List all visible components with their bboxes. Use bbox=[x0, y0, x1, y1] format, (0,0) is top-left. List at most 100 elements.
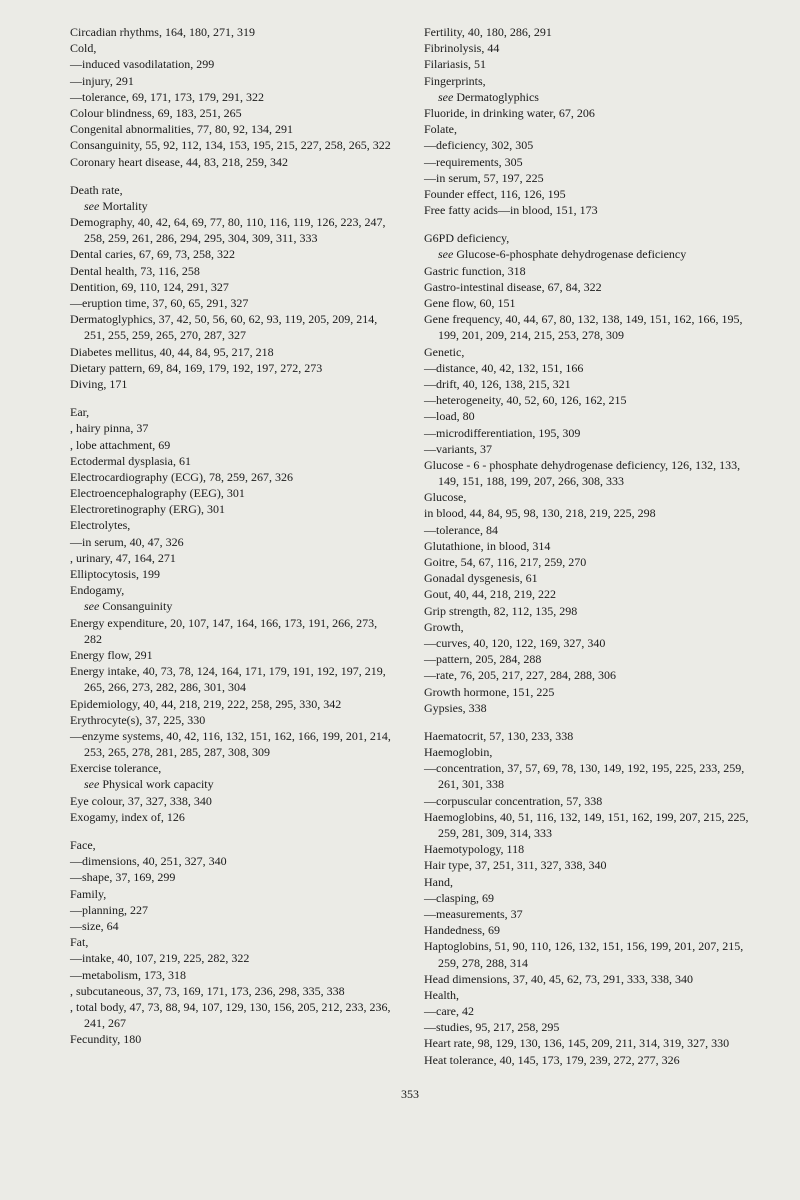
index-entry: Diving, 171 bbox=[70, 376, 396, 392]
index-entry: Death rate, bbox=[70, 182, 396, 198]
index-entry: Energy intake, 40, 73, 78, 124, 164, 171… bbox=[70, 663, 396, 695]
index-entry: —pattern, 205, 284, 288 bbox=[424, 651, 750, 667]
index-entry: Demography, 40, 42, 64, 69, 77, 80, 110,… bbox=[70, 214, 396, 246]
index-entry: Dermatoglyphics, 37, 42, 50, 56, 60, 62,… bbox=[70, 311, 396, 343]
index-entry: —eruption time, 37, 60, 65, 291, 327 bbox=[70, 295, 396, 311]
index-entry: Haemoglobins, 40, 51, 116, 132, 149, 151… bbox=[424, 809, 750, 841]
index-entry: Glutathione, in blood, 314 bbox=[424, 538, 750, 554]
index-entry: Goitre, 54, 67, 116, 217, 259, 270 bbox=[424, 554, 750, 570]
right-column: Fertility, 40, 180, 286, 291Fibrinolysis… bbox=[424, 24, 750, 1068]
index-entry: —measurements, 37 bbox=[424, 906, 750, 922]
index-entry: —clasping, 69 bbox=[424, 890, 750, 906]
index-entry: Family, bbox=[70, 886, 396, 902]
index-entry: —injury, 291 bbox=[70, 73, 396, 89]
index-entry: Gene flow, 60, 151 bbox=[424, 295, 750, 311]
index-entry: Energy flow, 291 bbox=[70, 647, 396, 663]
index-entry: Ear, bbox=[70, 404, 396, 420]
index-entry: Grip strength, 82, 112, 135, 298 bbox=[424, 603, 750, 619]
index-entry: Growth, bbox=[424, 619, 750, 635]
index-entry: see Glucose-6-phosphate dehydrogenase de… bbox=[424, 246, 750, 262]
index-entry: Dental caries, 67, 69, 73, 258, 322 bbox=[70, 246, 396, 262]
index-entry: —in serum, 40, 47, 326 bbox=[70, 534, 396, 550]
index-entry: Fecundity, 180 bbox=[70, 1031, 396, 1047]
index-entry: —microdifferentiation, 195, 309 bbox=[424, 425, 750, 441]
index-entry: Fibrinolysis, 44 bbox=[424, 40, 750, 56]
index-entry: , hairy pinna, 37 bbox=[70, 420, 396, 436]
index-entry: Handedness, 69 bbox=[424, 922, 750, 938]
index-entry: Face, bbox=[70, 837, 396, 853]
index-entry: Consanguinity, 55, 92, 112, 134, 153, 19… bbox=[70, 137, 396, 153]
index-entry: —requirements, 305 bbox=[424, 154, 750, 170]
index-entry: Exogamy, index of, 126 bbox=[70, 809, 396, 825]
index-entry: —induced vasodilatation, 299 bbox=[70, 56, 396, 72]
index-entry: in blood, 44, 84, 95, 98, 130, 218, 219,… bbox=[424, 505, 750, 521]
index-entry: Gastro-intestinal disease, 67, 84, 322 bbox=[424, 279, 750, 295]
index-entry: Electroretinography (ERG), 301 bbox=[70, 501, 396, 517]
index-entry: —size, 64 bbox=[70, 918, 396, 934]
index-entry: —drift, 40, 126, 138, 215, 321 bbox=[424, 376, 750, 392]
index-entry: —deficiency, 302, 305 bbox=[424, 137, 750, 153]
blank-line bbox=[424, 716, 750, 728]
index-entry: Hair type, 37, 251, 311, 327, 338, 340 bbox=[424, 857, 750, 873]
index-entry: Gonadal dysgenesis, 61 bbox=[424, 570, 750, 586]
index-entry: Endogamy, bbox=[70, 582, 396, 598]
index-entry: Health, bbox=[424, 987, 750, 1003]
index-entry: Dental health, 73, 116, 258 bbox=[70, 263, 396, 279]
index-entry: Genetic, bbox=[424, 344, 750, 360]
index-entry: —tolerance, 69, 171, 173, 179, 291, 322 bbox=[70, 89, 396, 105]
index-entry: Free fatty acids—in blood, 151, 173 bbox=[424, 202, 750, 218]
index-entry: —studies, 95, 217, 258, 295 bbox=[424, 1019, 750, 1035]
index-entry: Cold, bbox=[70, 40, 396, 56]
index-entry: Gene frequency, 40, 44, 67, 80, 132, 138… bbox=[424, 311, 750, 343]
index-entry: Exercise tolerance, bbox=[70, 760, 396, 776]
index-entry: Hand, bbox=[424, 874, 750, 890]
index-entry: Eye colour, 37, 327, 338, 340 bbox=[70, 793, 396, 809]
index-entry: Haemoglobin, bbox=[424, 744, 750, 760]
blank-line bbox=[70, 170, 396, 182]
index-entry: Fluoride, in drinking water, 67, 206 bbox=[424, 105, 750, 121]
index-entry: —planning, 227 bbox=[70, 902, 396, 918]
index-entry: —curves, 40, 120, 122, 169, 327, 340 bbox=[424, 635, 750, 651]
index-entry: Heat tolerance, 40, 145, 173, 179, 239, … bbox=[424, 1052, 750, 1068]
page-number: 353 bbox=[70, 1086, 750, 1102]
index-entry: Energy expenditure, 20, 107, 147, 164, 1… bbox=[70, 615, 396, 647]
index-entry: Electrolytes, bbox=[70, 517, 396, 533]
index-entry: G6PD deficiency, bbox=[424, 230, 750, 246]
index-entry: —enzyme systems, 40, 42, 116, 132, 151, … bbox=[70, 728, 396, 760]
index-columns: Circadian rhythms, 164, 180, 271, 319Col… bbox=[70, 24, 750, 1068]
index-entry: see Consanguinity bbox=[70, 598, 396, 614]
index-entry: —heterogeneity, 40, 52, 60, 126, 162, 21… bbox=[424, 392, 750, 408]
index-entry: —concentration, 37, 57, 69, 78, 130, 149… bbox=[424, 760, 750, 792]
index-entry: —dimensions, 40, 251, 327, 340 bbox=[70, 853, 396, 869]
index-entry: Epidemiology, 40, 44, 218, 219, 222, 258… bbox=[70, 696, 396, 712]
index-entry: Gastric function, 318 bbox=[424, 263, 750, 279]
index-entry: Erythrocyte(s), 37, 225, 330 bbox=[70, 712, 396, 728]
index-entry: see Mortality bbox=[70, 198, 396, 214]
index-entry: , total body, 47, 73, 88, 94, 107, 129, … bbox=[70, 999, 396, 1031]
index-entry: Elliptocytosis, 199 bbox=[70, 566, 396, 582]
index-entry: Folate, bbox=[424, 121, 750, 137]
index-entry: —variants, 37 bbox=[424, 441, 750, 457]
index-entry: Congenital abnormalities, 77, 80, 92, 13… bbox=[70, 121, 396, 137]
blank-line bbox=[70, 825, 396, 837]
index-entry: —distance, 40, 42, 132, 151, 166 bbox=[424, 360, 750, 376]
index-entry: Haptoglobins, 51, 90, 110, 126, 132, 151… bbox=[424, 938, 750, 970]
index-entry: , subcutaneous, 37, 73, 169, 171, 173, 2… bbox=[70, 983, 396, 999]
index-entry: Fertility, 40, 180, 286, 291 bbox=[424, 24, 750, 40]
index-entry: Gypsies, 338 bbox=[424, 700, 750, 716]
index-entry: —in serum, 57, 197, 225 bbox=[424, 170, 750, 186]
index-entry: Head dimensions, 37, 40, 45, 62, 73, 291… bbox=[424, 971, 750, 987]
index-entry: Glucose - 6 - phosphate dehydrogenase de… bbox=[424, 457, 750, 489]
index-entry: —care, 42 bbox=[424, 1003, 750, 1019]
index-entry: —corpuscular concentration, 57, 338 bbox=[424, 793, 750, 809]
index-entry: —tolerance, 84 bbox=[424, 522, 750, 538]
index-entry: —intake, 40, 107, 219, 225, 282, 322 bbox=[70, 950, 396, 966]
index-entry: see Physical work capacity bbox=[70, 776, 396, 792]
index-entry: Colour blindness, 69, 183, 251, 265 bbox=[70, 105, 396, 121]
index-entry: Ectodermal dysplasia, 61 bbox=[70, 453, 396, 469]
index-entry: Diabetes mellitus, 40, 44, 84, 95, 217, … bbox=[70, 344, 396, 360]
left-column: Circadian rhythms, 164, 180, 271, 319Col… bbox=[70, 24, 396, 1068]
index-entry: Circadian rhythms, 164, 180, 271, 319 bbox=[70, 24, 396, 40]
index-entry: Fat, bbox=[70, 934, 396, 950]
blank-line bbox=[70, 392, 396, 404]
